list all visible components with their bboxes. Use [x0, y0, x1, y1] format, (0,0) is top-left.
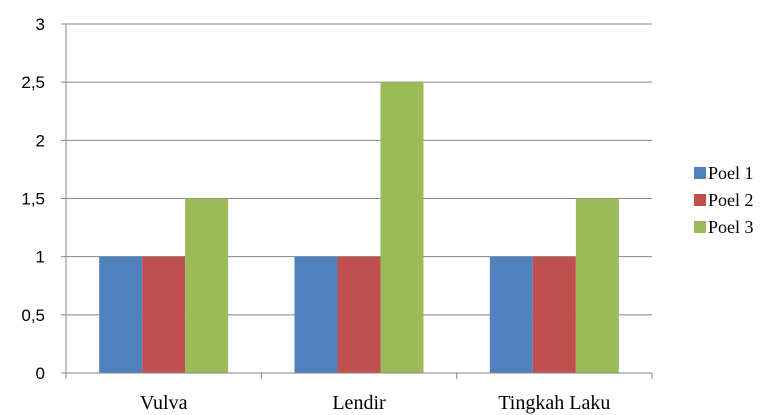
- legend-label: Poel 3: [708, 217, 754, 237]
- bar-poel-2-tingkah-laku: [532, 256, 576, 373]
- x-axis: Vulva Lendir Tingkah Laku: [65, 372, 653, 414]
- legend-swatch: [694, 167, 706, 179]
- y-tick-label: 1: [36, 248, 45, 267]
- y-tick-label: 2: [36, 131, 45, 150]
- y-tick-label: 3: [36, 15, 45, 34]
- legend: Poel 1 Poel 2 Poel 3: [694, 163, 754, 237]
- bar-poel-3-lendir: [380, 82, 424, 374]
- bars: [99, 82, 619, 374]
- bar-poel-3-tingkah-laku: [575, 198, 619, 373]
- bar-poel-2-lendir: [337, 256, 381, 373]
- bar-poel-1-vulva: [99, 256, 143, 373]
- y-tick-label: 2,5: [21, 73, 45, 92]
- y-tick-label: 0: [36, 364, 45, 383]
- y-tick-label: 1,5: [21, 190, 45, 209]
- y-tick-label: 0,5: [21, 306, 45, 325]
- legend-label: Poel 2: [708, 190, 754, 210]
- bar-poel-1-lendir: [294, 256, 338, 373]
- x-tick-label: Tingkah Laku: [498, 392, 610, 414]
- x-tick-label: Vulva: [140, 392, 188, 414]
- bar-poel-2-vulva: [142, 256, 186, 373]
- legend-swatch: [694, 194, 706, 206]
- bar-poel-3-vulva: [185, 198, 229, 373]
- y-axis: 0 0,5 1 1,5 2 2,5 3: [21, 15, 67, 383]
- legend-swatch: [694, 221, 706, 233]
- bar-poel-1-tingkah-laku: [489, 256, 533, 373]
- legend-label: Poel 1: [708, 163, 754, 183]
- x-tick-label: Lendir: [332, 392, 386, 414]
